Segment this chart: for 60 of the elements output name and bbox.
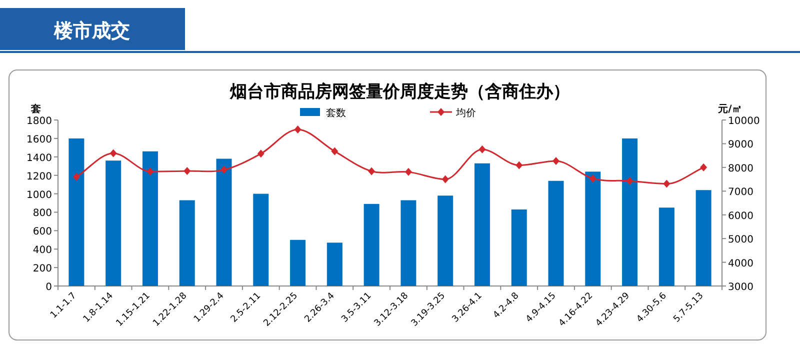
y2-tick-label: 8000 [728,163,754,174]
point [72,172,80,181]
point [184,166,191,175]
bar [364,204,380,286]
y-tick-label: 600 [32,226,52,238]
y2-tick-label: 7000 [728,187,754,198]
bar [622,138,638,286]
bar [400,200,416,286]
point [220,166,228,174]
point [516,161,523,170]
legend-label: 均价 [455,107,476,119]
y-tick-label: 1600 [26,134,52,146]
y-tick-label: 400 [32,245,52,256]
bar [511,209,527,286]
bar [326,242,342,286]
point [442,175,449,184]
y-tick-label: 800 [32,208,52,220]
y2-tick-label: 3000 [728,282,754,293]
y-tick-label: 200 [32,264,52,275]
point [478,145,486,154]
point [368,167,376,176]
y-axis-title: 套 [30,103,41,115]
bar [658,208,674,286]
bar [68,138,84,286]
y-tick-label: 1000 [26,190,52,201]
bar [216,158,232,286]
point [294,125,302,134]
point [146,167,154,176]
y2-tick-label: 6000 [728,210,754,222]
point [110,149,117,158]
point [626,176,634,185]
point [552,157,560,166]
point [663,180,670,188]
y2-tick-label: 9000 [728,140,754,151]
point [589,174,596,183]
bar [179,200,195,286]
y2-tick-label: 4000 [728,258,754,270]
bar [253,194,269,286]
bar [548,180,564,286]
bar [290,240,306,286]
bar [696,190,712,286]
point [700,163,708,172]
point [331,147,338,156]
chart-title: 烟台市商品房网签量价周度走势（含商住办） [229,82,570,102]
bar [585,172,601,286]
y-tick-label: 0 [46,282,52,293]
y2-axis-title: 元/㎡ [717,103,742,115]
bar [142,151,158,286]
y-tick-label: 1200 [26,171,52,182]
y-tick-label: 1400 [26,152,52,164]
point [404,168,412,176]
bar [106,160,122,286]
y2-tick-label: 10000 [728,116,760,127]
point [257,150,264,158]
legend-label: 套数 [326,107,346,119]
text: 楼市成交 [53,20,130,42]
bar [474,163,490,286]
y-tick-label: 1800 [26,116,52,127]
y2-tick-label: 5000 [728,234,754,246]
bar [438,196,454,286]
